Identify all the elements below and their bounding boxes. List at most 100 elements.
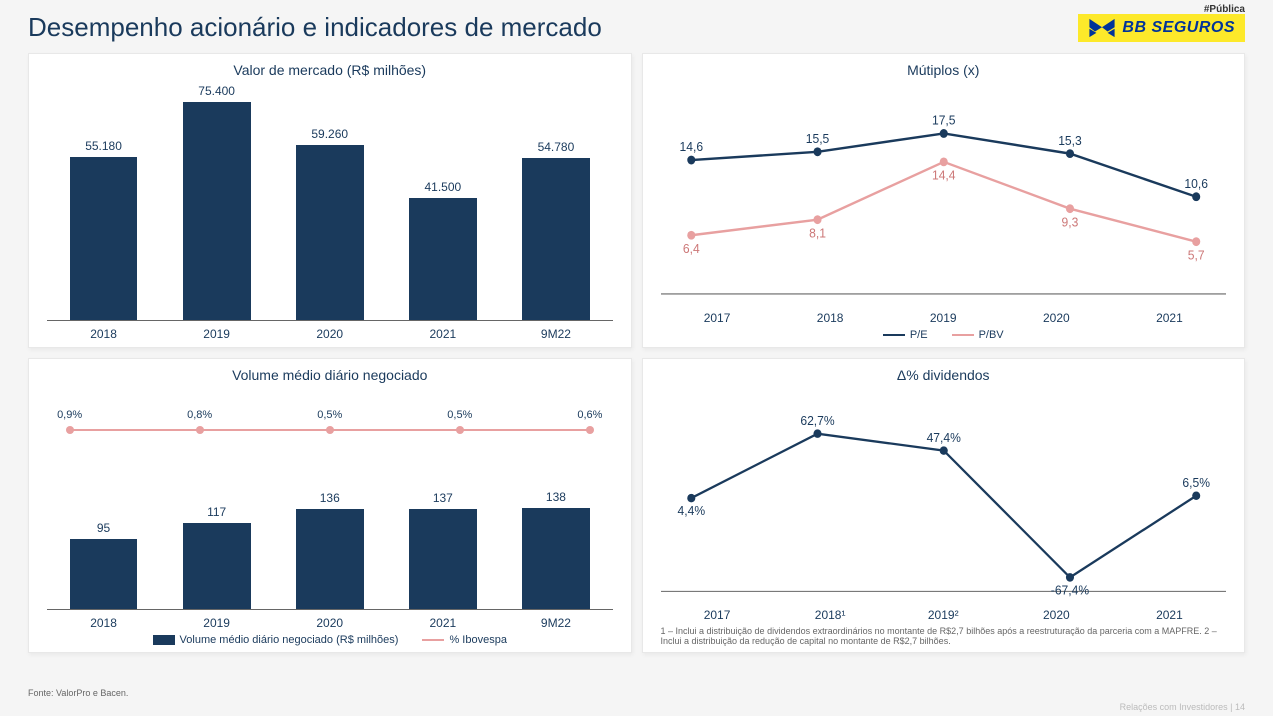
bar (183, 102, 251, 320)
chart2-title: Mútiplos (x) (661, 62, 1227, 78)
data-point (687, 231, 695, 240)
legend-line-swatch (422, 639, 444, 641)
x-axis-label: 2021 (386, 610, 499, 630)
x-axis-label: 9M22 (499, 321, 612, 341)
bar-col: 54.780 (499, 84, 612, 320)
bar-value-label: 75.400 (198, 84, 235, 98)
point-label: -67,4% (1050, 583, 1088, 597)
logo-text: BB SEGUROS (1122, 19, 1235, 37)
legend-swatch (952, 334, 974, 336)
x-axis-label: 2020 (1000, 602, 1113, 622)
point-label: 14,4 (931, 168, 955, 183)
legend-swatch (883, 334, 905, 336)
point-label: 5,7 (1187, 248, 1204, 263)
x-axis-label: 2021 (1113, 305, 1226, 325)
page-footer: Relações com Investidores | 14 (1120, 702, 1245, 712)
point-label: 17,5 (931, 113, 955, 128)
legend-bar-label: Volume médio diário negociado (R$ milhõe… (180, 634, 399, 646)
legend-item: P/E (883, 329, 928, 341)
point-label: 6,4 (682, 241, 699, 256)
data-point (1192, 192, 1200, 201)
source-note: Fonte: ValorPro e Bacen. (28, 688, 128, 698)
bar (409, 198, 477, 320)
bar-value-label: 95 (97, 521, 110, 535)
data-point (687, 156, 695, 165)
x-axis-label: 2021 (1113, 602, 1226, 622)
legend-bar-swatch (153, 635, 175, 645)
bar (409, 509, 477, 609)
bar-value-label: 136 (320, 491, 340, 505)
logo: BB SEGUROS (1078, 14, 1245, 42)
bar-col: 138 (499, 389, 612, 609)
x-axis-label: 2018 (47, 321, 160, 341)
x-axis-label: 2019 (887, 305, 1000, 325)
bar-col: 55.180 (47, 84, 160, 320)
chart-market-value: Valor de mercado (R$ milhões) 55.18075.4… (28, 53, 632, 348)
bar (70, 157, 138, 320)
logo-icon (1088, 17, 1116, 39)
point-label: 15,3 (1058, 133, 1082, 148)
point-label: 62,7% (800, 414, 834, 428)
line-series (691, 434, 1196, 578)
bar-value-label: 59.260 (311, 127, 348, 141)
bar-col: 75.400 (160, 84, 273, 320)
point-label: 9,3 (1061, 215, 1078, 230)
x-axis-label: 9M22 (499, 610, 612, 630)
x-axis-label: 2018 (774, 305, 887, 325)
bar-value-label: 138 (546, 490, 566, 504)
bar (70, 539, 138, 609)
point-label: 6,5% (1182, 476, 1210, 490)
data-point (813, 429, 821, 438)
bar-value-label: 137 (433, 491, 453, 505)
data-point (939, 129, 947, 138)
x-axis-label: 2020 (273, 321, 386, 341)
bar (296, 509, 364, 609)
point-label: 4,4% (677, 504, 705, 518)
data-point (813, 215, 821, 224)
data-point (1065, 573, 1073, 582)
bar (183, 523, 251, 609)
chart4-title: Δ% dividendos (661, 367, 1227, 383)
chart3-title: Volume médio diário negociado (47, 367, 613, 383)
x-axis-label: 2020 (1000, 305, 1113, 325)
legend-line-label: % Ibovespa (449, 634, 506, 646)
x-axis-label: 2019 (160, 321, 273, 341)
data-point (1065, 204, 1073, 213)
point-label: 14,6 (679, 140, 703, 155)
chart-dividends: Δ% dividendos 4,4% 62,7% 47,4% -67,4% 6,5% 2… (642, 358, 1246, 653)
bar-value-label: 54.780 (538, 140, 575, 154)
bar-col: 95 (47, 389, 160, 609)
data-point (1192, 237, 1200, 246)
legend-item: P/BV (952, 329, 1004, 341)
point-label: 10,6 (1184, 176, 1208, 191)
x-axis-label: 2021 (386, 321, 499, 341)
chart4-footnote: 1 – Inclui a distribuição de dividendos … (661, 626, 1227, 646)
bar (296, 145, 364, 320)
bar-value-label: 55.180 (85, 139, 122, 153)
data-point (813, 147, 821, 156)
chart2-legend: P/E P/BV (661, 329, 1227, 341)
privacy-tag: #Pública (1204, 4, 1245, 15)
data-point (939, 446, 947, 455)
bar (522, 158, 590, 320)
x-axis-label: 2019 (160, 610, 273, 630)
legend-label: P/E (910, 329, 928, 341)
page-title: Desempenho acionário e indicadores de me… (28, 12, 602, 43)
point-label: 8,1 (809, 226, 826, 241)
bar-value-label: 117 (207, 505, 226, 519)
x-axis-label: 2017 (661, 602, 774, 622)
bar-col: 59.260 (273, 84, 386, 320)
legend-label: P/BV (979, 329, 1004, 341)
bar-col: 117 (160, 389, 273, 609)
data-point (687, 494, 695, 503)
chart-volume: Volume médio diário negociado 0,9%0,8%0,… (28, 358, 632, 653)
point-label: 15,5 (805, 131, 829, 146)
chart-multiples: Mútiplos (x) 14,6 15,5 17,5 15,3 10,6 6,4 8,1 1… (642, 53, 1246, 348)
data-point (1192, 492, 1200, 501)
header: Desempenho acionário e indicadores de me… (28, 12, 1245, 43)
x-axis-label: 2018 (47, 610, 160, 630)
bar-col: 41.500 (386, 84, 499, 320)
x-axis-label: 2018¹ (774, 602, 887, 622)
data-point (1065, 149, 1073, 158)
point-label: 47,4% (926, 431, 960, 445)
